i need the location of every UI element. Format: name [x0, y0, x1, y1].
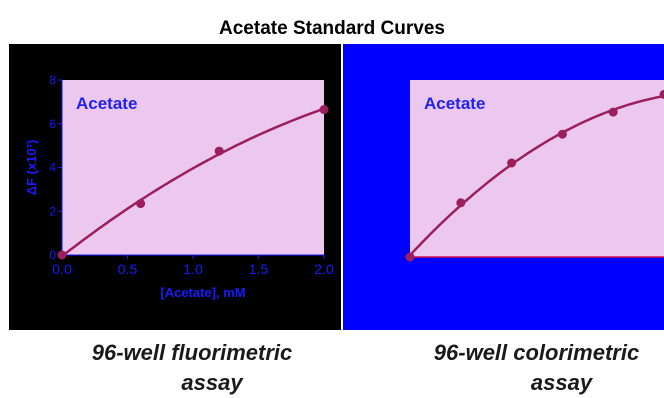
y-axis-label: ΔF (x10³)	[24, 140, 39, 196]
y-tick-label: 6	[49, 117, 56, 131]
data-point	[406, 253, 415, 262]
chart-annotation: Acetate	[76, 94, 137, 113]
x-tick-label: 1.5	[249, 261, 269, 277]
right-caption-line-2: assay	[409, 368, 664, 398]
x-tick-label: 1.0	[183, 261, 203, 277]
data-point	[558, 130, 567, 139]
left-caption-line-1: 96-well fluorimetric	[62, 338, 322, 368]
colorimetric-chart: Acetate	[406, 80, 664, 262]
data-point	[136, 199, 145, 208]
x-tick-label: 0.5	[118, 261, 138, 277]
right-caption-line-1: 96-well colorimetric	[409, 338, 664, 368]
chart-annotation: Acetate	[424, 94, 485, 113]
x-axis-label: [Acetate], mM	[160, 285, 245, 300]
data-point	[456, 198, 465, 207]
y-tick-label: 4	[49, 161, 56, 175]
data-point	[58, 251, 67, 260]
data-point	[320, 105, 329, 114]
data-point	[215, 147, 224, 156]
x-tick-label: 0.0	[52, 261, 72, 277]
left-caption: 96-well fluorimetric assay	[62, 338, 322, 398]
y-tick-label: 2	[49, 204, 56, 218]
x-tick-label: 2.0	[314, 261, 334, 277]
right-caption: 96-well colorimetric assay	[409, 338, 664, 398]
y-tick-label: 0	[49, 248, 56, 262]
data-point	[507, 158, 516, 167]
data-point	[609, 108, 618, 117]
left-caption-line-2: assay	[62, 368, 322, 398]
y-tick-label: 8	[49, 73, 56, 87]
